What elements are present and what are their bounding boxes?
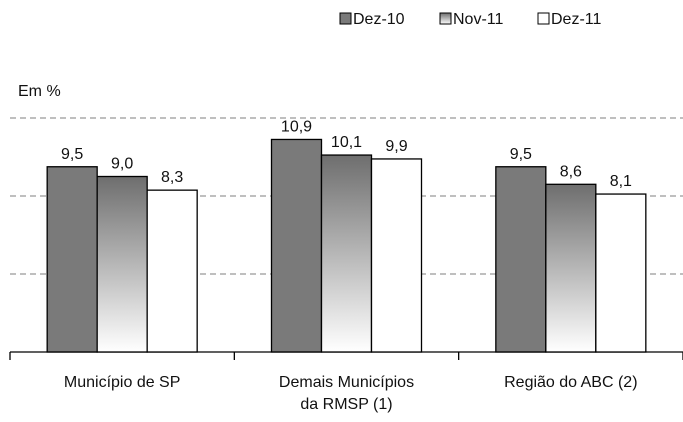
bar bbox=[595, 193, 647, 353]
legend-label: Nov-11 bbox=[453, 11, 503, 28]
bar bbox=[270, 138, 323, 353]
value-label: 9,0 bbox=[111, 156, 133, 173]
bar bbox=[46, 166, 98, 353]
value-label: 8,3 bbox=[161, 169, 183, 186]
value-label: 10,9 bbox=[281, 118, 312, 135]
bar bbox=[495, 166, 547, 353]
x-tick-label: Região do ABC (2) bbox=[504, 374, 638, 391]
bar bbox=[320, 154, 373, 353]
value-label: 9,9 bbox=[385, 138, 407, 155]
bar bbox=[370, 158, 423, 353]
value-label: 8,1 bbox=[610, 173, 632, 190]
value-label: 10,1 bbox=[331, 134, 362, 151]
legend-label: Dez-11 bbox=[551, 11, 601, 28]
x-tick-label: Município de SP bbox=[63, 374, 181, 391]
legend-swatch bbox=[339, 12, 352, 25]
legend-swatch bbox=[537, 12, 550, 25]
bar bbox=[96, 175, 148, 353]
bar bbox=[545, 183, 597, 353]
y-axis-label: Em % bbox=[18, 83, 61, 100]
x-tick-label: Demais Municípios da RMSP (1) bbox=[278, 374, 415, 413]
value-label: 8,6 bbox=[560, 163, 582, 180]
value-label: 9,5 bbox=[61, 146, 83, 163]
legend-swatch bbox=[439, 12, 452, 25]
legend-label: Dez-10 bbox=[353, 11, 405, 28]
value-label: 9,5 bbox=[510, 146, 532, 163]
bar bbox=[146, 189, 198, 353]
